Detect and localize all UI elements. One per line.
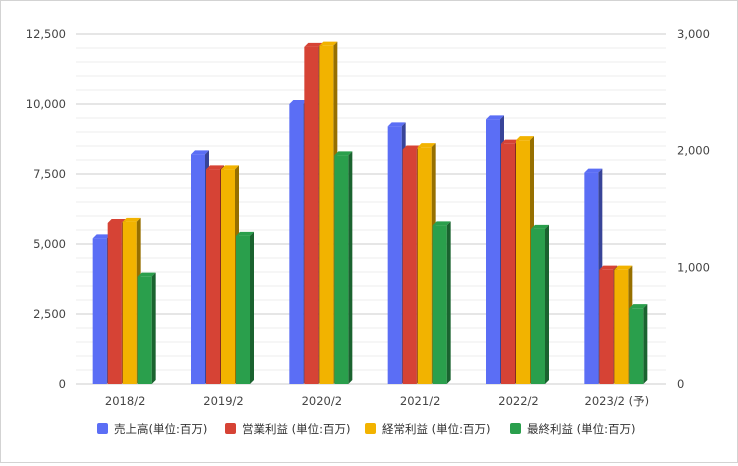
bar-top bbox=[402, 145, 421, 150]
bar-top bbox=[417, 143, 436, 148]
bar-front bbox=[417, 147, 432, 384]
bar-top bbox=[191, 150, 209, 155]
bar-front bbox=[614, 269, 629, 384]
bar bbox=[531, 224, 549, 384]
bar-front bbox=[334, 155, 349, 384]
bar-front bbox=[289, 104, 304, 384]
x-axis-tick-label: 2023/2 (予) bbox=[585, 394, 650, 408]
bar-front bbox=[432, 225, 447, 384]
left-axis-tick-label: 7,500 bbox=[33, 167, 66, 181]
bar-top bbox=[107, 219, 126, 223]
bar-front bbox=[501, 143, 515, 384]
bar-top bbox=[122, 217, 141, 222]
bar-front bbox=[92, 238, 107, 384]
legend-label: 最終利益 (単位:百万) bbox=[527, 422, 636, 436]
bar-front bbox=[206, 169, 220, 384]
legend-label: 営業利益 (単位:百万) bbox=[242, 422, 351, 436]
bars bbox=[92, 41, 648, 385]
right-axis-ticks: 0 1,000 2,000 3,000 bbox=[677, 27, 710, 391]
bar-top bbox=[387, 122, 406, 127]
left-axis-ticks: 0 2,500 5,000 7,500 10,000 12,500 bbox=[26, 27, 66, 391]
right-axis-tick-label: 2,000 bbox=[677, 144, 710, 158]
right-axis-tick-label: 1,000 bbox=[677, 260, 710, 274]
x-axis-tick-label: 2020/2 bbox=[302, 394, 342, 408]
legend-item: 最終利益 (単位:百万) bbox=[510, 422, 636, 436]
legend-swatch bbox=[97, 423, 108, 434]
bar-top bbox=[432, 221, 451, 226]
bar-top bbox=[516, 136, 534, 141]
bar-top bbox=[501, 139, 519, 144]
legend-item: 売上高(単位:百万) bbox=[97, 422, 207, 436]
x-axis-labels: 2018/2 2019/2 2020/2 2021/2 2022/2 2023/2 (予) bbox=[105, 394, 649, 408]
left-axis-tick-label: 12,500 bbox=[26, 27, 66, 41]
x-axis-tick-label: 2019/2 bbox=[203, 394, 243, 408]
bar-top bbox=[236, 231, 254, 236]
bar-front bbox=[137, 276, 152, 384]
bar-top bbox=[206, 165, 224, 170]
bar bbox=[432, 221, 451, 384]
x-axis-tick-label: 2021/2 bbox=[400, 394, 440, 408]
bar-front bbox=[319, 45, 334, 385]
left-axis-tick-label: 5,000 bbox=[33, 237, 66, 251]
legend-swatch bbox=[510, 423, 521, 434]
bar-top bbox=[629, 304, 648, 309]
legend-label: 経常利益 (単位:百万) bbox=[382, 422, 491, 436]
bar-top bbox=[614, 265, 633, 270]
bar-side bbox=[348, 151, 353, 384]
bar-side bbox=[545, 224, 549, 384]
bar-top bbox=[319, 41, 338, 46]
bar-front bbox=[387, 126, 402, 385]
bar-front bbox=[486, 119, 500, 385]
legend: 売上高(単位:百万) 営業利益 (単位:百万) 経常利益 (単位:百万) 最終利益 (… bbox=[97, 422, 636, 436]
bar-front bbox=[629, 308, 644, 384]
bar bbox=[334, 151, 353, 384]
legend-swatch bbox=[365, 423, 376, 434]
bar-side bbox=[446, 221, 451, 384]
bar bbox=[236, 231, 254, 384]
bar-side bbox=[250, 231, 254, 384]
x-axis-tick-label: 2018/2 bbox=[105, 394, 145, 408]
legend-item: 経常利益 (単位:百万) bbox=[365, 422, 491, 436]
bar-front bbox=[191, 154, 205, 384]
bar-front bbox=[221, 169, 235, 384]
bar-front bbox=[107, 223, 122, 384]
bar-front bbox=[122, 221, 137, 384]
bar-top bbox=[584, 168, 603, 173]
bar-top bbox=[599, 265, 618, 270]
legend-item: 営業利益 (単位:百万) bbox=[225, 422, 351, 436]
x-axis-tick-label: 2022/2 bbox=[498, 394, 538, 408]
bar-top bbox=[289, 100, 308, 104]
bar-side bbox=[643, 304, 648, 384]
bar-top bbox=[221, 165, 239, 170]
bar bbox=[629, 304, 648, 384]
bar-front bbox=[402, 149, 417, 384]
left-axis-tick-label: 2,500 bbox=[33, 307, 66, 321]
bar-front bbox=[599, 269, 614, 384]
bar-side bbox=[151, 272, 156, 384]
legend-label: 売上高(単位:百万) bbox=[114, 422, 207, 436]
bar-front bbox=[516, 140, 530, 384]
right-axis-tick-label: 3,000 bbox=[677, 27, 710, 41]
left-axis-tick-label: 0 bbox=[59, 377, 66, 391]
bar-top bbox=[334, 151, 353, 156]
bar-top bbox=[304, 42, 323, 47]
bar-top bbox=[92, 234, 111, 239]
bar-front bbox=[531, 228, 545, 384]
bar bbox=[137, 272, 156, 384]
right-axis-tick-label: 0 bbox=[677, 377, 684, 391]
bar-top bbox=[137, 272, 156, 277]
legend-swatch bbox=[225, 423, 236, 434]
bar-top bbox=[531, 224, 549, 229]
bar-front bbox=[304, 46, 319, 384]
bar-front bbox=[584, 172, 599, 384]
bar-top bbox=[486, 115, 504, 120]
bar-front bbox=[236, 235, 250, 384]
gridlines bbox=[76, 33, 666, 385]
left-axis-tick-label: 10,000 bbox=[26, 97, 66, 111]
